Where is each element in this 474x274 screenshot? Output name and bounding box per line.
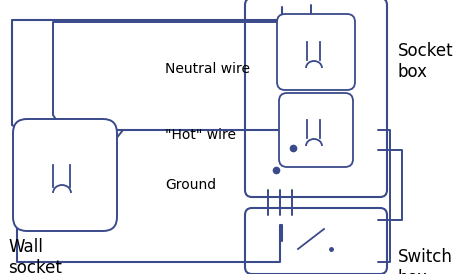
Text: Ground: Ground (165, 178, 216, 192)
Text: Switch
box: Switch box (398, 248, 453, 274)
FancyBboxPatch shape (277, 14, 355, 90)
FancyBboxPatch shape (245, 208, 387, 274)
Text: Neutral wire: Neutral wire (165, 62, 250, 76)
FancyBboxPatch shape (245, 0, 387, 197)
Text: "Hot" wire: "Hot" wire (165, 128, 236, 142)
FancyBboxPatch shape (279, 93, 353, 167)
Text: Wall
socket: Wall socket (8, 238, 62, 274)
FancyBboxPatch shape (13, 119, 117, 231)
Text: Socket
box: Socket box (398, 42, 454, 81)
